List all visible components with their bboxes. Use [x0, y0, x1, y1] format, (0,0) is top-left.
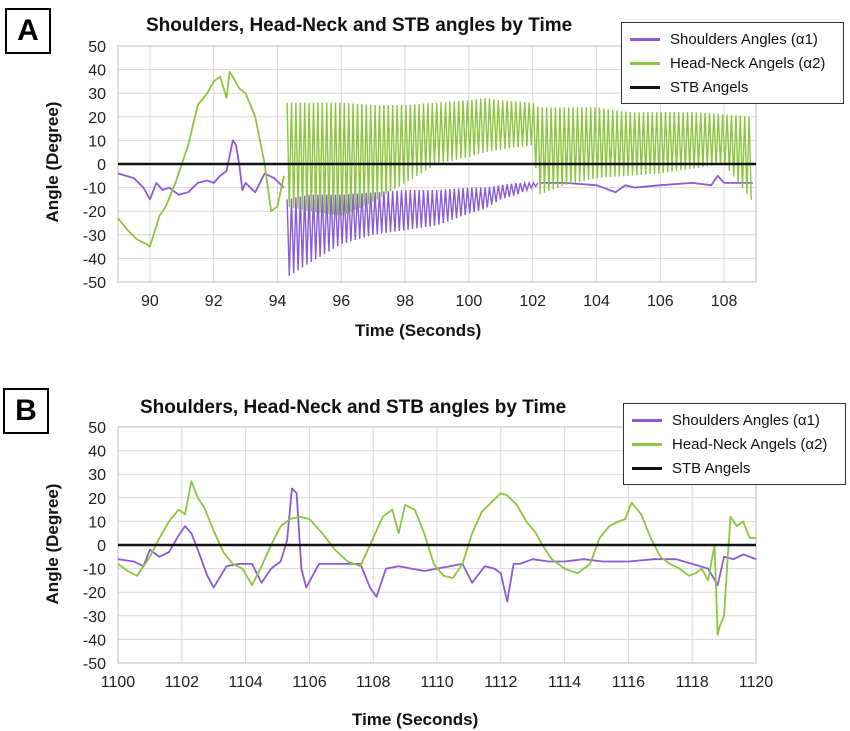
y-tick-label: 40 — [88, 444, 106, 461]
y-tick-label: -40 — [83, 632, 106, 649]
x-tick-label: 1100 — [101, 674, 136, 691]
legend-swatch-head-neck — [632, 442, 662, 446]
legend-item-stb: STB Angels — [630, 75, 835, 99]
panel-b-letter-text: B — [15, 394, 37, 427]
series-line-shoulders — [117, 139, 285, 201]
x-tick-label: 1104 — [228, 674, 263, 691]
x-tick-label: 96 — [332, 293, 350, 310]
legend-label-shoulders: Shoulders Angles (α1) — [672, 411, 820, 429]
x-tick-label: 92 — [205, 293, 223, 310]
panel-a-legend: Shoulders Angles (α1) Head-Neck Angels (… — [621, 22, 844, 104]
x-tick-label: 106 — [647, 293, 674, 310]
series-line-head_neck-oscillation — [286, 97, 752, 216]
series-line-shoulders — [539, 174, 753, 194]
legend-item-shoulders: Shoulders Angles (α1) — [632, 408, 837, 432]
y-tick-label: 10 — [88, 133, 106, 150]
legend-swatch-stb — [632, 466, 662, 470]
series-line-head_neck — [117, 480, 756, 636]
x-tick-label: 90 — [141, 293, 159, 310]
x-tick-label: 94 — [269, 293, 287, 310]
y-tick-label: -40 — [83, 251, 106, 268]
y-tick-label: -10 — [83, 562, 106, 579]
y-tick-label: -20 — [83, 585, 106, 602]
panel-a-letter-text: A — [17, 14, 39, 47]
legend-label-head-neck: Head-Neck Angels (α2) — [670, 54, 826, 72]
panel-a-letter: A — [5, 8, 51, 54]
panel-b-x-axis-label: Time (Seconds) — [352, 710, 479, 729]
panel-a-title: Shoulders, Head-Neck and STB angles by T… — [146, 15, 573, 36]
legend-label-stb: STB Angels — [672, 459, 751, 477]
y-tick-label: 50 — [88, 420, 106, 437]
x-tick-label: 1102 — [165, 674, 200, 691]
legend-swatch-shoulders — [632, 418, 662, 422]
legend-item-shoulders: Shoulders Angles (α1) — [630, 27, 835, 51]
y-tick-label: 30 — [88, 86, 106, 103]
legend-label-head-neck: Head-Neck Angels (α2) — [672, 435, 828, 453]
y-tick-label: -30 — [83, 609, 106, 626]
x-tick-label: 98 — [396, 293, 414, 310]
x-tick-label: 1110 — [420, 674, 453, 691]
y-tick-label: 30 — [88, 467, 106, 484]
y-tick-label: -50 — [83, 656, 106, 673]
panel-a-x-axis-label: Time (Seconds) — [355, 321, 482, 340]
x-tick-label: 1118 — [676, 674, 709, 691]
y-tick-label: 40 — [88, 63, 106, 80]
y-tick-label: -50 — [83, 275, 106, 292]
legend-item-head-neck: Head-Neck Angels (α2) — [632, 432, 837, 456]
x-tick-label: 1116 — [612, 674, 645, 691]
x-tick-label: 102 — [519, 293, 546, 310]
x-tick-label: 1114 — [548, 674, 581, 691]
y-tick-label: 10 — [88, 514, 106, 531]
series-line-shoulders-oscillation — [286, 180, 539, 276]
legend-swatch-head-neck — [630, 61, 660, 65]
y-tick-label: 20 — [88, 491, 106, 508]
y-tick-label: -20 — [83, 204, 106, 221]
y-tick-label: 0 — [97, 538, 106, 555]
panel-b-legend: Shoulders Angles (α1) Head-Neck Angels (… — [623, 403, 846, 485]
series-line-head_neck — [117, 71, 285, 248]
panel-b-title: Shoulders, Head-Neck and STB angles by T… — [140, 397, 567, 418]
legend-swatch-shoulders — [630, 37, 660, 41]
x-tick-label: 1112 — [484, 674, 517, 691]
y-tick-label: 20 — [88, 110, 106, 127]
x-tick-label: 1106 — [292, 674, 327, 691]
series-line-shoulders — [117, 487, 757, 603]
legend-item-stb: STB Angels — [632, 456, 837, 480]
legend-swatch-stb — [630, 85, 660, 89]
x-tick-label: 1108 — [356, 674, 391, 691]
x-tick-label: 100 — [456, 293, 483, 310]
x-tick-label: 1120 — [739, 674, 774, 691]
y-tick-label: -30 — [83, 228, 106, 245]
y-tick-label: 0 — [97, 157, 106, 174]
y-tick-label: -10 — [83, 181, 106, 198]
x-tick-label: 108 — [711, 293, 738, 310]
x-tick-label: 104 — [583, 293, 610, 310]
legend-item-head-neck: Head-Neck Angels (α2) — [630, 51, 835, 75]
legend-label-stb: STB Angels — [670, 78, 749, 96]
panel-b-letter: B — [3, 388, 49, 434]
legend-label-shoulders: Shoulders Angles (α1) — [670, 30, 818, 48]
y-tick-label: 50 — [88, 39, 106, 56]
